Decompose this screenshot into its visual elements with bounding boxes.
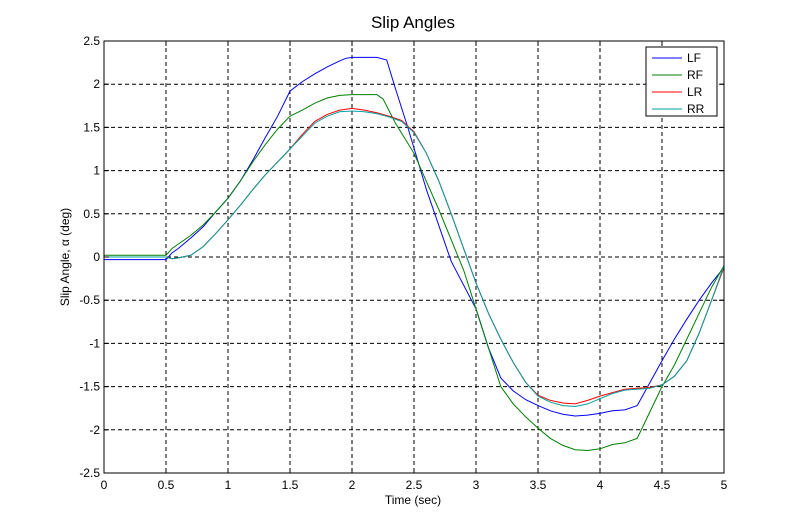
legend-label-lr: LR <box>687 85 703 99</box>
x-tick-label: 1.5 <box>282 478 299 492</box>
legend: LF RF LR RR <box>645 46 718 117</box>
y-tick-label: 0 <box>93 250 100 264</box>
x-axis-label: Time (sec) <box>385 493 441 507</box>
x-tick-label: 4 <box>597 478 604 492</box>
y-tick-labels: 2.5 2 1.5 1 0.5 0 -0.5 -1 -1.5 -2 -2.5 <box>79 34 100 480</box>
x-tick-label: 2 <box>349 478 356 492</box>
x-tick-label: 4.5 <box>654 478 671 492</box>
x-tick-label: 0.5 <box>158 478 175 492</box>
y-tick-label: -2 <box>89 423 100 437</box>
legend-label-rr: RR <box>687 102 705 116</box>
y-tick-label: -2.5 <box>79 466 100 480</box>
series-line-rf <box>104 94 725 452</box>
y-axis-label: Slip Angle, α (deg) <box>58 208 72 306</box>
legend-label-rf: RF <box>687 68 703 82</box>
x-tick-label: 2.5 <box>406 478 423 492</box>
legend-label-lf: LF <box>687 51 701 65</box>
chart-title: Slip Angles <box>371 13 455 32</box>
series-line-rr <box>104 110 725 408</box>
x-tick-label: 3.5 <box>530 478 547 492</box>
y-tick-label: -1.5 <box>79 380 100 394</box>
series-lines <box>104 56 725 452</box>
y-tick-label: 2.5 <box>83 34 100 48</box>
x-tick-label: 5 <box>721 478 728 492</box>
x-tick-label: 3 <box>473 478 480 492</box>
y-tick-label: -0.5 <box>79 293 100 307</box>
x-tick-labels: 0 0.5 1 1.5 2 2.5 3 3.5 4 4.5 5 <box>101 478 728 492</box>
y-tick-label: 1.5 <box>83 120 100 134</box>
axis-ticks <box>103 40 725 474</box>
y-tick-label: 0.5 <box>83 207 100 221</box>
y-tick-label: 1 <box>93 164 100 178</box>
grid-lines <box>104 41 724 473</box>
y-tick-label: -1 <box>89 336 100 350</box>
y-tick-label: 2 <box>93 77 100 91</box>
legend-box <box>645 46 718 117</box>
x-tick-label: 0 <box>101 478 108 492</box>
x-tick-label: 1 <box>225 478 232 492</box>
